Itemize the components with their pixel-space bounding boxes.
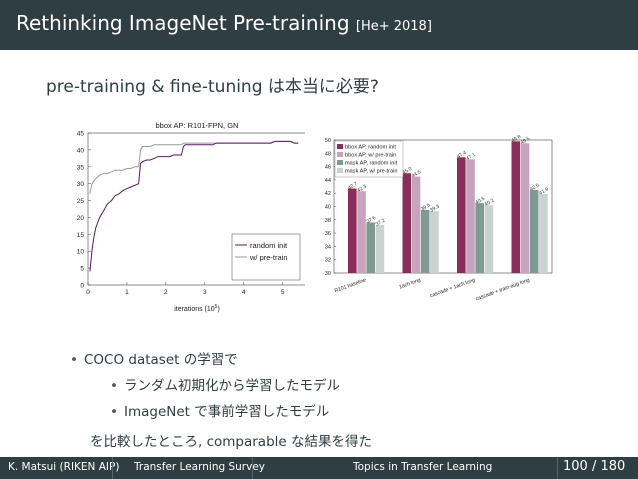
rc-ytick-label: 44 bbox=[325, 178, 331, 184]
rc-bar bbox=[357, 191, 366, 273]
rc-bar-value: 42.7 bbox=[347, 181, 359, 191]
lc-series-random-init bbox=[89, 140, 299, 272]
rc-ytick-label: 32 bbox=[325, 258, 331, 264]
title-citation: [He+ 2018] bbox=[355, 19, 432, 34]
lc-ytick-label: 40 bbox=[77, 147, 85, 154]
rc-category-label: cascade + train-aug long bbox=[475, 277, 531, 302]
rc-bar-value: 40.2 bbox=[484, 198, 496, 208]
footer-section: Topics in Transfer Learning bbox=[353, 461, 493, 473]
rc-legend-0: bbox AP, random init bbox=[345, 145, 396, 151]
footer-divider bbox=[252, 457, 253, 479]
bullet-item-2: • ランダム初期化から学習したモデル bbox=[110, 378, 340, 394]
rc-bar-value: 42.5 bbox=[529, 182, 541, 192]
bullet-conclusion: を比較したところ, comparable な結果を得た bbox=[90, 434, 372, 450]
rc-bar-value: 42.3 bbox=[356, 184, 368, 194]
lc-xtick-label: 5 bbox=[281, 289, 285, 296]
rc-ytick-label: 40 bbox=[325, 205, 331, 211]
rc-ytick-label: 30 bbox=[325, 271, 331, 277]
bullet-marker: • bbox=[110, 378, 118, 394]
lc-ytick-label: 45 bbox=[77, 131, 85, 138]
lc-legend: random init w/ pre-train bbox=[231, 233, 301, 281]
rc-bar bbox=[430, 211, 439, 273]
lc-legend-random: random init bbox=[250, 241, 288, 250]
rc-bar bbox=[366, 222, 375, 273]
rc-category-label: R101 baseline bbox=[334, 277, 367, 294]
lc-ytick-label: 25 bbox=[77, 198, 85, 205]
rc-bar-value: 37.2 bbox=[375, 218, 387, 228]
rc-legend: bbox AP, random init bbox AP, w/ pre-tra… bbox=[334, 140, 404, 178]
footer-talk-title: Transfer Learning Survey bbox=[134, 461, 266, 473]
lc-legend-pretrain: w/ pre-train bbox=[249, 253, 288, 262]
lc-title: bbox AP: R101-FPN, GN bbox=[156, 121, 239, 130]
rc-bar-value: 45.0 bbox=[402, 166, 414, 176]
lc-ytick-label: 35 bbox=[77, 164, 85, 171]
footer-author: K. Matsui (RIKEN AIP) bbox=[8, 461, 120, 473]
rc-bar bbox=[457, 157, 466, 273]
rc-bar bbox=[520, 143, 530, 273]
lc-ytick-label: 30 bbox=[77, 181, 85, 188]
slide-header: Rethinking ImageNet Pre-training [He+ 20… bbox=[0, 0, 638, 50]
rc-ytick-label: 34 bbox=[325, 244, 331, 250]
lc-xtick-label: 2 bbox=[164, 289, 168, 296]
rc-bar-value: 47.4 bbox=[456, 150, 468, 160]
rc-bar bbox=[475, 203, 484, 273]
lc-xlabel: iterations (105) bbox=[174, 304, 220, 313]
left-line-chart: bbox AP: R101-FPN, GN 051015202530354045… bbox=[77, 121, 305, 313]
rc-legend-3: mask AP, w/ pre-train bbox=[345, 169, 397, 175]
rc-bar bbox=[529, 189, 539, 273]
footer-divider bbox=[112, 457, 113, 479]
slide-title: Rethinking ImageNet Pre-training [He+ 20… bbox=[16, 11, 432, 35]
rc-bar bbox=[375, 225, 385, 273]
rc-bar-value: 40.5 bbox=[474, 196, 486, 206]
lc-ytick-label: 10 bbox=[77, 249, 85, 256]
rc-bar bbox=[402, 173, 412, 273]
rc-bar-value: 44.5 bbox=[411, 169, 423, 179]
rc-bar bbox=[411, 176, 421, 273]
rc-ytick-label: 36 bbox=[325, 231, 331, 237]
bullet-marker: • bbox=[110, 404, 118, 420]
slide-footer: K. Matsui (RIKEN AIP) Transfer Learning … bbox=[0, 457, 638, 479]
rc-bar bbox=[466, 159, 475, 273]
rc-bar-value: 47.1 bbox=[465, 152, 477, 162]
rc-bar bbox=[511, 141, 521, 273]
footer-divider bbox=[557, 457, 558, 479]
lc-xtick-label: 1 bbox=[125, 289, 129, 296]
rc-bar-value: 39.3 bbox=[429, 204, 441, 214]
right-bar-chart: 30 32 34 36 38 40 42 44 46 48 50 42.742.3 37.637.2 4… bbox=[325, 135, 553, 302]
rc-ytick-label: 50 bbox=[325, 138, 331, 144]
lc-xtick-label: 0 bbox=[86, 289, 90, 296]
rc-legend-2: mask AP, random init bbox=[345, 161, 398, 167]
rc-bar-value: 49.5 bbox=[520, 136, 532, 146]
lc-ytick-label: 5 bbox=[80, 266, 84, 273]
rc-ytick-label: 46 bbox=[325, 165, 331, 171]
rc-legend-1: bbox AP, w/ pre-train bbox=[345, 153, 396, 159]
rc-ytick-label: 48 bbox=[325, 151, 331, 157]
bullet-item-3: • ImageNet で事前学習したモデル bbox=[110, 404, 330, 420]
lc-xtick-label: 3 bbox=[203, 289, 207, 296]
lc-ytick-label: 20 bbox=[77, 215, 85, 222]
title-text: Rethinking ImageNet Pre-training bbox=[16, 11, 350, 35]
rc-category-label: 1ach long bbox=[398, 277, 421, 290]
bullet-item-1: • COCO dataset の学習で bbox=[70, 352, 238, 368]
rc-category-label: cascade + 1ach long bbox=[429, 277, 476, 299]
rc-bar-value: 49.8 bbox=[511, 135, 523, 144]
rc-bar-value: 39.5 bbox=[420, 202, 432, 212]
rc-bar bbox=[348, 188, 357, 273]
rc-bar bbox=[539, 193, 548, 273]
page-number: 100 / 180 bbox=[563, 459, 626, 474]
rc-ytick-label: 42 bbox=[325, 191, 331, 197]
rc-bar bbox=[420, 209, 430, 273]
rc-bar bbox=[484, 205, 494, 273]
rc-bar-value: 37.6 bbox=[365, 215, 377, 225]
lc-ytick-label: 0 bbox=[80, 283, 84, 290]
lc-xtick-label: 4 bbox=[242, 289, 246, 296]
rc-ytick-label: 38 bbox=[325, 218, 331, 224]
bullet-marker: • bbox=[70, 352, 78, 368]
slide-subtitle: pre-training & fine-tuning は本当に必要? bbox=[46, 77, 379, 97]
rc-bar-value: 41.9 bbox=[538, 186, 550, 196]
lc-ytick-label: 15 bbox=[77, 232, 85, 239]
